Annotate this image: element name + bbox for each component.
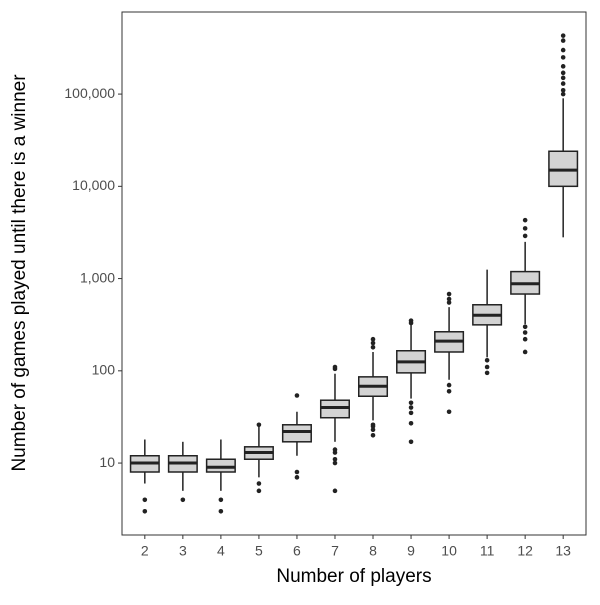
outlier bbox=[370, 427, 376, 432]
outlier bbox=[218, 497, 224, 503]
outlier bbox=[522, 336, 528, 342]
outlier bbox=[446, 296, 452, 302]
x-tick-label: 6 bbox=[293, 543, 301, 559]
outlier bbox=[560, 70, 566, 76]
outlier bbox=[484, 364, 490, 370]
outlier bbox=[370, 344, 376, 350]
box bbox=[281, 424, 312, 443]
outlier bbox=[294, 475, 300, 480]
outlier bbox=[522, 233, 528, 239]
outlier bbox=[522, 349, 528, 355]
outlier bbox=[256, 422, 262, 428]
box bbox=[205, 458, 236, 473]
outlier bbox=[332, 488, 338, 494]
outlier bbox=[560, 91, 566, 97]
outlier bbox=[408, 410, 414, 416]
outlier bbox=[370, 336, 376, 342]
x-tick-label: 9 bbox=[407, 543, 415, 559]
outlier bbox=[370, 432, 376, 438]
outlier bbox=[408, 439, 414, 445]
outlier bbox=[560, 64, 566, 69]
outlier bbox=[560, 55, 566, 60]
outlier bbox=[370, 340, 376, 346]
outlier bbox=[332, 456, 338, 462]
y-tick-label: 1,000 bbox=[80, 269, 115, 285]
outlier bbox=[560, 87, 566, 93]
outlier bbox=[484, 358, 490, 363]
x-tick-label: 3 bbox=[179, 543, 187, 559]
x-tick-label: 2 bbox=[141, 543, 149, 559]
x-axis-title: Number of players bbox=[276, 566, 431, 587]
outlier bbox=[484, 370, 490, 376]
outlier bbox=[408, 420, 414, 426]
y-tick-label: 10 bbox=[99, 454, 115, 470]
panel bbox=[121, 11, 587, 536]
x-tick-label: 5 bbox=[255, 543, 263, 559]
outlier bbox=[294, 469, 300, 475]
x-tick-label: 7 bbox=[331, 543, 339, 559]
outlier bbox=[408, 405, 414, 410]
outlier bbox=[180, 497, 186, 503]
x-tick-label: 12 bbox=[517, 543, 533, 559]
x-tick-label: 11 bbox=[480, 543, 495, 559]
outlier bbox=[142, 497, 148, 503]
outlier bbox=[332, 366, 338, 372]
outlier bbox=[408, 320, 414, 326]
outlier bbox=[522, 330, 528, 335]
x-tick-label: 10 bbox=[441, 543, 457, 559]
outlier bbox=[294, 393, 300, 398]
outlier bbox=[560, 81, 566, 86]
y-tick-label: 100 bbox=[92, 362, 116, 378]
outlier bbox=[446, 388, 452, 394]
y-tick-label: 10,000 bbox=[72, 177, 115, 193]
x-tick-label: 8 bbox=[369, 543, 377, 559]
outlier bbox=[560, 38, 566, 43]
outlier bbox=[446, 409, 452, 415]
outlier bbox=[142, 508, 148, 514]
outlier bbox=[446, 382, 452, 388]
outlier bbox=[522, 217, 528, 223]
outlier bbox=[560, 47, 566, 53]
outlier bbox=[332, 460, 338, 466]
outlier bbox=[332, 450, 338, 455]
outlier bbox=[256, 481, 262, 486]
y-axis-title: Number of games played until there is a … bbox=[9, 74, 30, 472]
outlier bbox=[446, 291, 452, 297]
x-tick-label: 13 bbox=[555, 543, 571, 559]
outlier bbox=[522, 226, 528, 231]
outlier bbox=[256, 488, 262, 494]
x-tick-label: 4 bbox=[217, 543, 225, 559]
outlier bbox=[522, 324, 528, 330]
y-tick-label: 100,000 bbox=[64, 85, 115, 101]
outlier bbox=[446, 300, 452, 305]
outlier bbox=[408, 400, 414, 406]
outlier bbox=[370, 424, 376, 429]
outlier bbox=[560, 33, 566, 38]
outlier bbox=[560, 75, 566, 81]
outlier bbox=[218, 508, 224, 514]
